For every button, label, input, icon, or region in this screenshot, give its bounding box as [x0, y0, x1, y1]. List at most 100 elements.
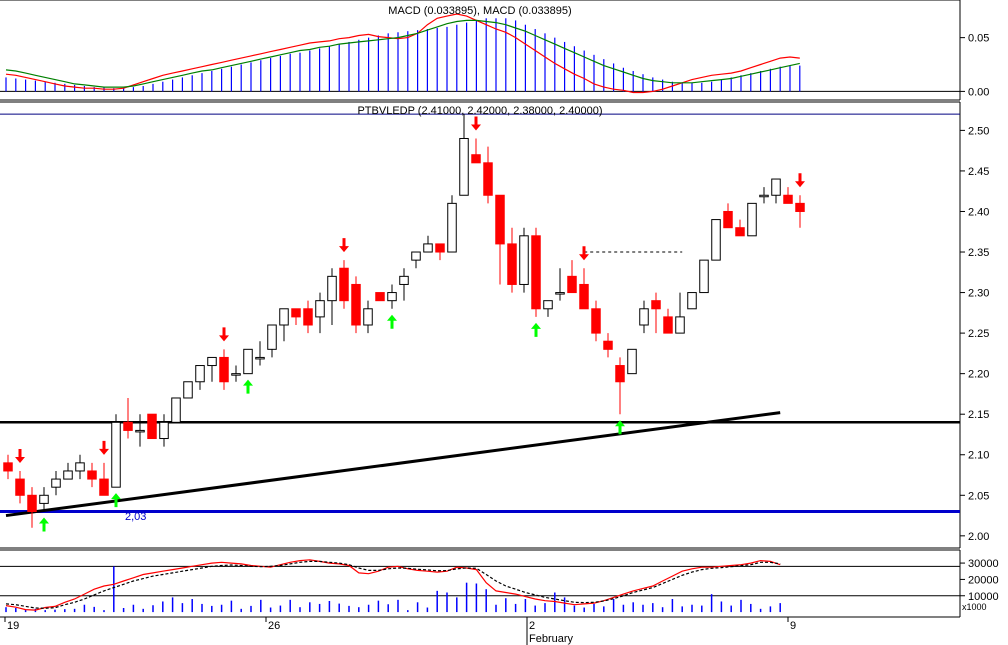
volume-y-tick-label: 20000 [968, 574, 999, 586]
price-y-tick-label: 2.05 [968, 490, 989, 502]
candle-body [51, 478, 61, 488]
macd-y-tick-label: 0.05 [968, 33, 989, 45]
candle-body [87, 470, 97, 480]
candle-body [39, 494, 49, 504]
price-y-tick-label: 2.15 [968, 409, 989, 421]
sell-signal-arrow-icon [471, 116, 481, 131]
candle-body [123, 421, 133, 431]
candle-body [543, 300, 553, 310]
buy-signal-arrow-icon [111, 493, 121, 508]
candle-body [267, 324, 277, 350]
candle-body [387, 292, 397, 302]
candle-body [327, 275, 337, 302]
date-axis: 1926291623181522295121926FebruaryMarchAp… [4, 617, 796, 645]
price-y-tick-label: 2.25 [968, 328, 989, 340]
price-panel: 2.50 2.45 2.40 2.35 2.30 2.25 2.20 2.15 2.10 2.05… [0, 101, 989, 549]
candle-body [207, 356, 217, 367]
candle-body [699, 259, 709, 294]
macd-panel: 0.05 0.00 [0, 0, 989, 101]
candle-body [447, 202, 457, 253]
signal-line [5, 19, 800, 88]
macd-y-tick-label: 0.00 [968, 86, 989, 98]
candle-body [363, 308, 373, 326]
candle-body [615, 365, 625, 383]
volume-y-tick-label: 30000 [968, 558, 999, 570]
candle-body [687, 292, 697, 310]
candle-body [483, 162, 493, 196]
price-y-tick-label: 2.10 [968, 450, 989, 462]
candle-body [579, 283, 589, 310]
candle-body [231, 373, 241, 376]
volume-oscillator-line [5, 559, 781, 611]
candle-body [627, 348, 637, 375]
candle-body [651, 300, 661, 310]
candle-body [519, 235, 529, 285]
candle-body [159, 421, 169, 440]
candle-body [75, 462, 85, 472]
price-title: PTBVLEDP (2.41000, 2.42000, 2.38000, 2.4… [357, 105, 602, 117]
macd-line [5, 13, 800, 94]
sell-signal-arrow-icon [99, 440, 109, 455]
price-y-tick-label: 2.40 [968, 206, 989, 218]
sell-signal-arrow-icon [579, 246, 589, 261]
candle-body [171, 397, 181, 423]
candle-body [711, 219, 721, 261]
macd-title: MACD (0.033895), MACD (0.033895) [388, 5, 571, 17]
sell-signal-arrow-icon [15, 448, 25, 463]
candle-body [303, 308, 313, 326]
candle-body [459, 137, 469, 196]
candle-body [567, 275, 577, 294]
candle-body [351, 283, 361, 326]
candle-body [279, 308, 289, 326]
candle-body [495, 194, 505, 245]
candle-body [99, 478, 109, 496]
candle-body [27, 494, 37, 513]
date-axis-tick-label: 19 [7, 620, 19, 632]
candle-body [183, 381, 193, 399]
candle-body [747, 202, 757, 237]
candle-body [771, 178, 781, 196]
buy-signal-arrow-icon [531, 322, 541, 337]
candle-body [147, 413, 157, 440]
candle-body [219, 356, 229, 383]
sell-signal-arrow-icon [339, 238, 349, 253]
price-y-tick-label: 2.35 [968, 247, 989, 259]
candle-body [471, 154, 481, 164]
price-y-tick-label: 2.00 [968, 531, 989, 543]
candle-body [339, 267, 349, 302]
candle-body [723, 210, 733, 229]
candle-body [63, 470, 73, 480]
candle-body [531, 235, 541, 310]
price-y-tick-label: 2.50 [968, 125, 989, 137]
volume-unit-label: x1000 [962, 602, 987, 612]
sell-signal-arrow-icon [219, 327, 229, 342]
candle-body [411, 251, 421, 261]
candle-body [555, 292, 565, 295]
candle-body [375, 292, 385, 302]
support-label: 2,03 [125, 511, 146, 523]
date-axis-tick-label: 26 [268, 620, 280, 632]
month-label: February [529, 633, 574, 645]
candle-body [3, 462, 13, 472]
candle-body [783, 194, 793, 204]
volume-oscillator-signal [5, 560, 781, 609]
candle-body [639, 308, 649, 326]
date-axis-tick-label: 9 [790, 620, 796, 632]
buy-signal-arrow-icon [39, 517, 49, 532]
candle-body [663, 316, 673, 334]
date-axis-tick-label: 2 [529, 620, 535, 632]
volume-panel: 30000 20000 10000 [0, 549, 999, 618]
candle-body [291, 308, 301, 318]
buy-signal-arrow-icon [243, 379, 253, 394]
candle-body [315, 300, 325, 318]
volume-y-tick-label: 10000 [968, 591, 999, 603]
candle-body [255, 356, 265, 360]
buy-signal-arrow-icon [387, 314, 397, 329]
trend-line [5, 411, 781, 518]
candle-body [195, 365, 205, 383]
candle-body [111, 421, 121, 488]
price-y-tick-label: 2.30 [968, 288, 989, 300]
candle-body [675, 316, 685, 334]
buy-signal-arrow-icon [615, 420, 625, 435]
candle-body [603, 340, 613, 350]
